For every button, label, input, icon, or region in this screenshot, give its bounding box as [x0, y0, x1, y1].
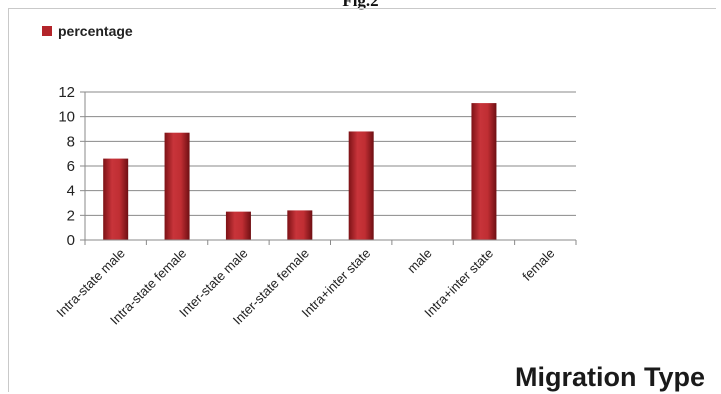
grid-lines: [85, 91, 576, 216]
bar: [287, 210, 313, 240]
x-axis-title: Migration Type: [515, 362, 705, 392]
chart-frame: [8, 8, 716, 392]
bar: [103, 158, 129, 240]
bar: [471, 103, 497, 240]
x-tick-label: male: [404, 246, 435, 277]
figure-title: Fig.2: [342, 0, 379, 10]
y-tick-label: 12: [58, 84, 75, 101]
bar: [348, 131, 374, 240]
legend-swatch: [42, 26, 52, 36]
y-tick-label: 10: [58, 109, 75, 126]
legend: percentage: [42, 23, 133, 39]
y-tick-label: 2: [67, 207, 75, 224]
legend-label: percentage: [58, 23, 133, 39]
y-axis-ticks: 0 2 4 6 8 10 12: [58, 84, 85, 249]
bar: [164, 132, 190, 240]
y-tick-label: 6: [67, 158, 75, 175]
bar: [225, 211, 251, 240]
y-tick-label: 4: [67, 183, 75, 200]
y-tick-label: 8: [67, 133, 75, 150]
y-tick-label: 0: [67, 232, 75, 249]
bars: [103, 103, 497, 240]
x-tick-label: female: [519, 246, 557, 284]
